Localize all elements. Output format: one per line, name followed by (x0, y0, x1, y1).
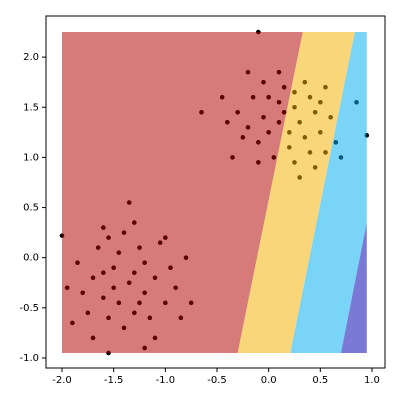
x-tick-label: -2.0 (52, 375, 72, 386)
plot-frame (45, 15, 386, 369)
x-tick-label: 0.0 (261, 375, 277, 386)
y-tick-label: 1.0 (23, 152, 39, 163)
y-tick-label: -1.0 (19, 353, 39, 364)
x-tick-label: -0.5 (207, 375, 227, 386)
x-tick-label: -1.5 (104, 375, 124, 386)
y-tick-label: 2.0 (23, 52, 39, 63)
decision-region (340, 222, 367, 353)
x-tick-label: -1.0 (156, 375, 176, 386)
y-tick-label: -0.5 (19, 303, 39, 314)
decision-region (62, 32, 303, 353)
decision-region (237, 32, 355, 353)
x-tick-label: 0.5 (312, 375, 328, 386)
decision-region (290, 32, 367, 353)
y-tick-label: 1.5 (23, 102, 39, 113)
y-tick-label: 0.5 (23, 203, 39, 214)
x-tick-label: 1.0 (364, 375, 380, 386)
y-tick-label: 0.0 (23, 253, 39, 264)
